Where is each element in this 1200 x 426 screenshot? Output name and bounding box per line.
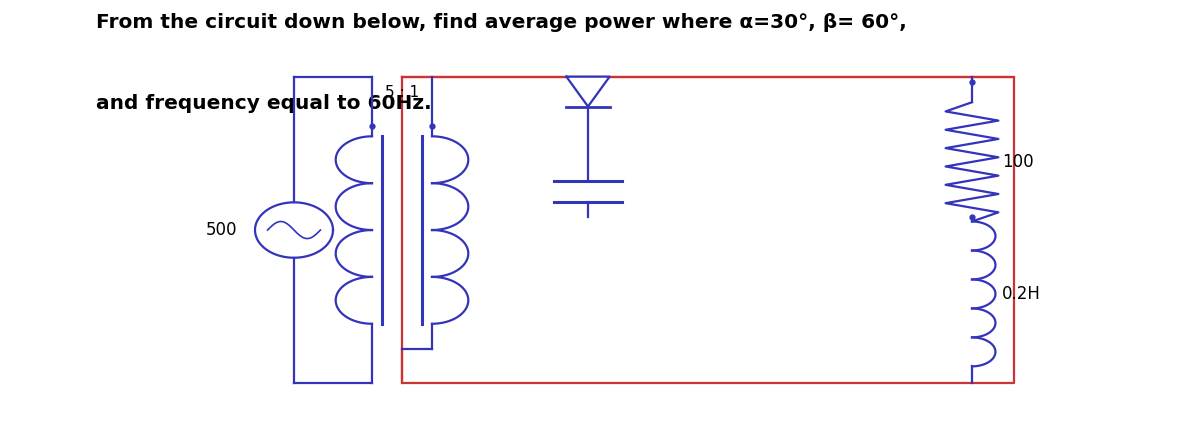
Text: From the circuit down below, find average power where α=30°, β= 60°,: From the circuit down below, find averag… [96,13,907,32]
Text: 5 : 1: 5 : 1 [385,85,419,100]
Polygon shape [566,77,610,106]
Text: 500: 500 [205,221,238,239]
Text: 100: 100 [1002,153,1033,171]
Text: and frequency equal to 60Hz.: and frequency equal to 60Hz. [96,94,432,113]
Text: 0.2H: 0.2H [1002,285,1040,303]
